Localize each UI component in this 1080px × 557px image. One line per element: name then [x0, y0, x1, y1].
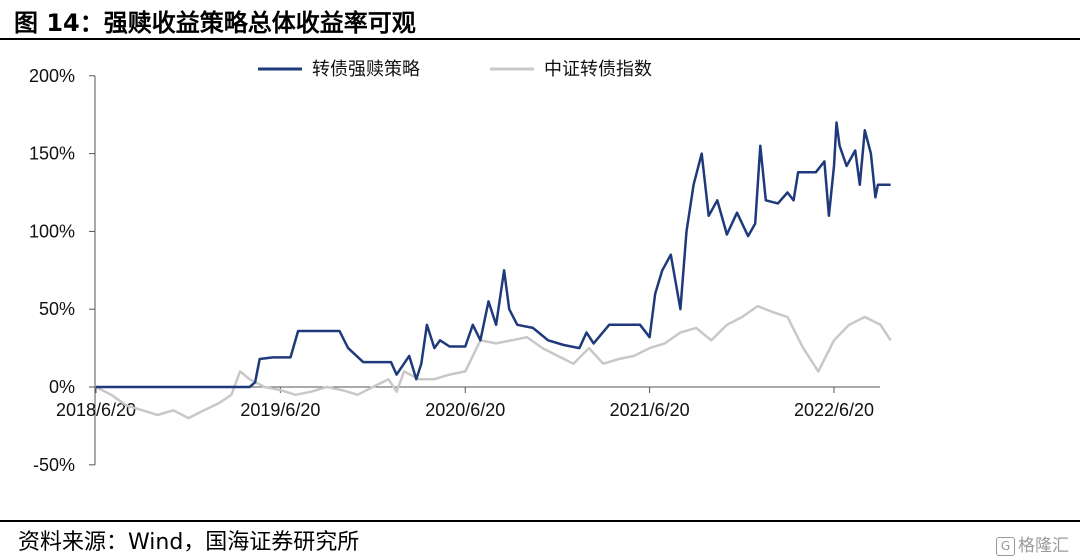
y-tick-label: 0%: [49, 377, 75, 397]
y-tick-label: 100%: [29, 221, 75, 241]
title-divider: [0, 38, 1080, 40]
figure-title: 图 14：强赎收益策略总体收益率可观: [14, 9, 416, 37]
source-note: 资料来源：Wind，国海证券研究所: [18, 530, 360, 555]
y-tick-label: 150%: [29, 144, 75, 164]
footer-divider: [0, 520, 1080, 522]
y-tick-label: 50%: [39, 299, 75, 319]
x-tick-label: 2018/6/20: [56, 400, 136, 420]
series-line-strategy: [96, 121, 891, 389]
x-tick-label: 2020/6/20: [425, 400, 505, 420]
legend-label-strategy: 转债强赎策略: [312, 59, 420, 80]
y-tick-label: -50%: [33, 455, 75, 475]
x-tick-label: 2021/6/20: [610, 400, 690, 420]
figure-header: 图 14：强赎收益策略总体收益率可观: [0, 0, 1080, 40]
y-tick-label: 200%: [29, 66, 75, 86]
watermark: G 格隆汇: [996, 531, 1069, 556]
legend-label-index: 中证转债指数: [544, 59, 652, 80]
watermark-text: 格隆汇: [1018, 536, 1069, 556]
x-tick-label: 2022/6/20: [794, 400, 874, 420]
line-chart: -50% 0% 50% 100% 150% 200% 2018/6/20 2019/6/20 2…: [29, 59, 892, 475]
watermark-logo-icon: G: [996, 536, 1015, 556]
x-tick-label: 2019/6/20: [240, 400, 320, 420]
